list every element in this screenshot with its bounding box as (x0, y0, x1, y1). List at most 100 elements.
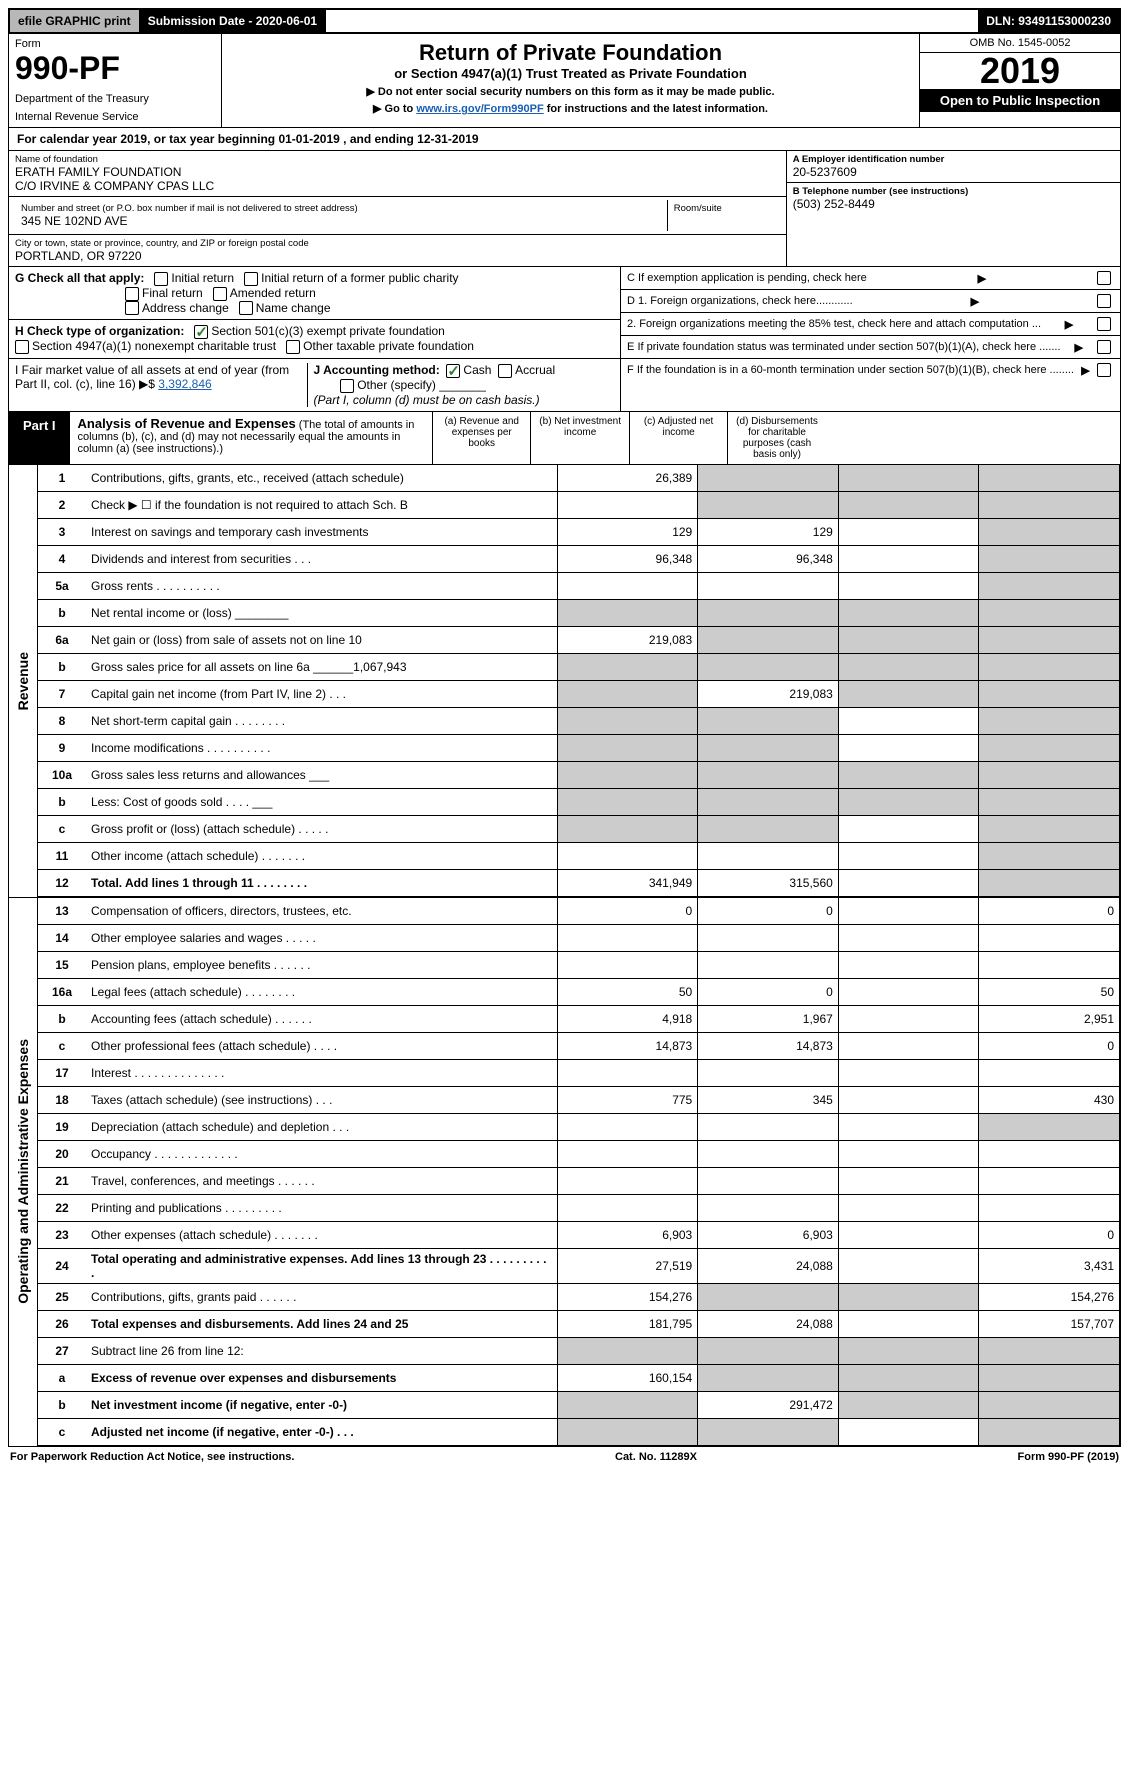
col-d-value: 430 (979, 1086, 1120, 1113)
irs-link[interactable]: www.irs.gov/Form990PF (416, 103, 543, 115)
col-c-value (838, 924, 979, 951)
address-label: Number and street (or P.O. box number if… (21, 203, 661, 214)
col-c-value (838, 1418, 979, 1445)
row-desc: Net investment income (if negative, ente… (86, 1391, 557, 1418)
row-number: 9 (38, 734, 86, 761)
address-change-checkbox[interactable] (125, 301, 139, 315)
table-row: 21Travel, conferences, and meetings . . … (38, 1167, 1120, 1194)
open-public-badge: Open to Public Inspection (920, 89, 1120, 112)
accrual-checkbox[interactable] (498, 364, 512, 378)
item-d2-checkbox[interactable] (1097, 317, 1111, 331)
table-row: 12Total. Add lines 1 through 11 . . . . … (38, 869, 1120, 896)
col-d-value: 157,707 (979, 1310, 1120, 1337)
col-c-value (838, 572, 979, 599)
row-desc: Gross sales less returns and allowances … (86, 761, 557, 788)
col-b-value: 129 (698, 518, 839, 545)
col-a-value: 14,873 (557, 1032, 698, 1059)
row-number: c (38, 815, 86, 842)
col-a-value: 4,918 (557, 1005, 698, 1032)
row-number: 20 (38, 1140, 86, 1167)
item-f-checkbox[interactable] (1097, 363, 1111, 377)
row-desc: Accounting fees (attach schedule) . . . … (86, 1005, 557, 1032)
row-desc: Depreciation (attach schedule) and deple… (86, 1113, 557, 1140)
col-b-value (698, 815, 839, 842)
col-b-value: 0 (698, 898, 839, 925)
col-d-value (979, 815, 1120, 842)
col-c-value (838, 707, 979, 734)
initial-return-public-checkbox[interactable] (244, 272, 258, 286)
row-number: 10a (38, 761, 86, 788)
col-a-value: 160,154 (557, 1364, 698, 1391)
row-number: 25 (38, 1283, 86, 1310)
col-c-value (838, 599, 979, 626)
other-taxable-checkbox[interactable] (286, 340, 300, 354)
col-a-value: 27,519 (557, 1248, 698, 1283)
item-d1-checkbox[interactable] (1097, 294, 1111, 308)
col-b-value (698, 951, 839, 978)
section-4947-checkbox[interactable] (15, 340, 29, 354)
row-desc: Total expenses and disbursements. Add li… (86, 1310, 557, 1337)
initial-return-checkbox[interactable] (154, 272, 168, 286)
item-e-checkbox[interactable] (1097, 340, 1111, 354)
row-number: 16a (38, 978, 86, 1005)
cash-checkbox[interactable] (446, 364, 460, 378)
row-desc: Contributions, gifts, grants, etc., rece… (86, 465, 557, 492)
row-number: 15 (38, 951, 86, 978)
col-a-value: 50 (557, 978, 698, 1005)
row-desc: Interest on savings and temporary cash i… (86, 518, 557, 545)
col-a-value: 0 (557, 898, 698, 925)
room-label: Room/suite (674, 203, 774, 214)
col-d-value (979, 491, 1120, 518)
row-desc: Interest . . . . . . . . . . . . . . (86, 1059, 557, 1086)
section-501-checkbox[interactable] (194, 325, 208, 339)
col-d-value: 2,951 (979, 1005, 1120, 1032)
other-method-checkbox[interactable] (340, 379, 354, 393)
table-row: 23Other expenses (attach schedule) . . .… (38, 1221, 1120, 1248)
col-c-value (838, 1283, 979, 1310)
row-number: 27 (38, 1337, 86, 1364)
col-a-value (557, 1140, 698, 1167)
item-c-checkbox[interactable] (1097, 271, 1111, 285)
footer-left: For Paperwork Reduction Act Notice, see … (10, 1451, 294, 1463)
col-a-value (557, 734, 698, 761)
col-d-value (979, 518, 1120, 545)
col-d-value (979, 572, 1120, 599)
ein-value: 20-5237609 (793, 165, 1114, 179)
foundation-name-2: C/O IRVINE & COMPANY CPAS LLC (15, 179, 780, 193)
col-b-header: (b) Net investment income (530, 412, 628, 464)
tax-year: 2019 (920, 53, 1120, 89)
amended-return-checkbox[interactable] (213, 287, 227, 301)
table-row: 11Other income (attach schedule) . . . .… (38, 842, 1120, 869)
foundation-name-1: ERATH FAMILY FOUNDATION (15, 165, 780, 179)
row-desc: Taxes (attach schedule) (see instruction… (86, 1086, 557, 1113)
table-row: 13Compensation of officers, directors, t… (38, 898, 1120, 925)
row-number: 21 (38, 1167, 86, 1194)
fmv-value[interactable]: 3,392,846 (158, 377, 211, 391)
table-row: 24Total operating and administrative exp… (38, 1248, 1120, 1283)
row-number: b (38, 1391, 86, 1418)
final-return-checkbox[interactable] (125, 287, 139, 301)
row-number: 5a (38, 572, 86, 599)
col-b-value (698, 1140, 839, 1167)
col-b-value (698, 1113, 839, 1140)
name-change-checkbox[interactable] (239, 301, 253, 315)
row-desc: Pension plans, employee benefits . . . .… (86, 951, 557, 978)
col-d-value (979, 653, 1120, 680)
row-number: 1 (38, 465, 86, 492)
row-number: 17 (38, 1059, 86, 1086)
row-number: 12 (38, 869, 86, 896)
row-desc: Income modifications . . . . . . . . . . (86, 734, 557, 761)
row-number: b (38, 599, 86, 626)
col-a-value (557, 599, 698, 626)
row-desc: Other expenses (attach schedule) . . . .… (86, 1221, 557, 1248)
col-d-value: 0 (979, 898, 1120, 925)
city-label: City or town, state or province, country… (15, 238, 780, 249)
row-desc: Net gain or (loss) from sale of assets n… (86, 626, 557, 653)
col-a-value: 341,949 (557, 869, 698, 896)
col-d-value (979, 924, 1120, 951)
row-number: 4 (38, 545, 86, 572)
col-c-value (838, 978, 979, 1005)
table-row: 19Depreciation (attach schedule) and dep… (38, 1113, 1120, 1140)
footer-center: Cat. No. 11289X (615, 1451, 697, 1463)
row-number: b (38, 788, 86, 815)
